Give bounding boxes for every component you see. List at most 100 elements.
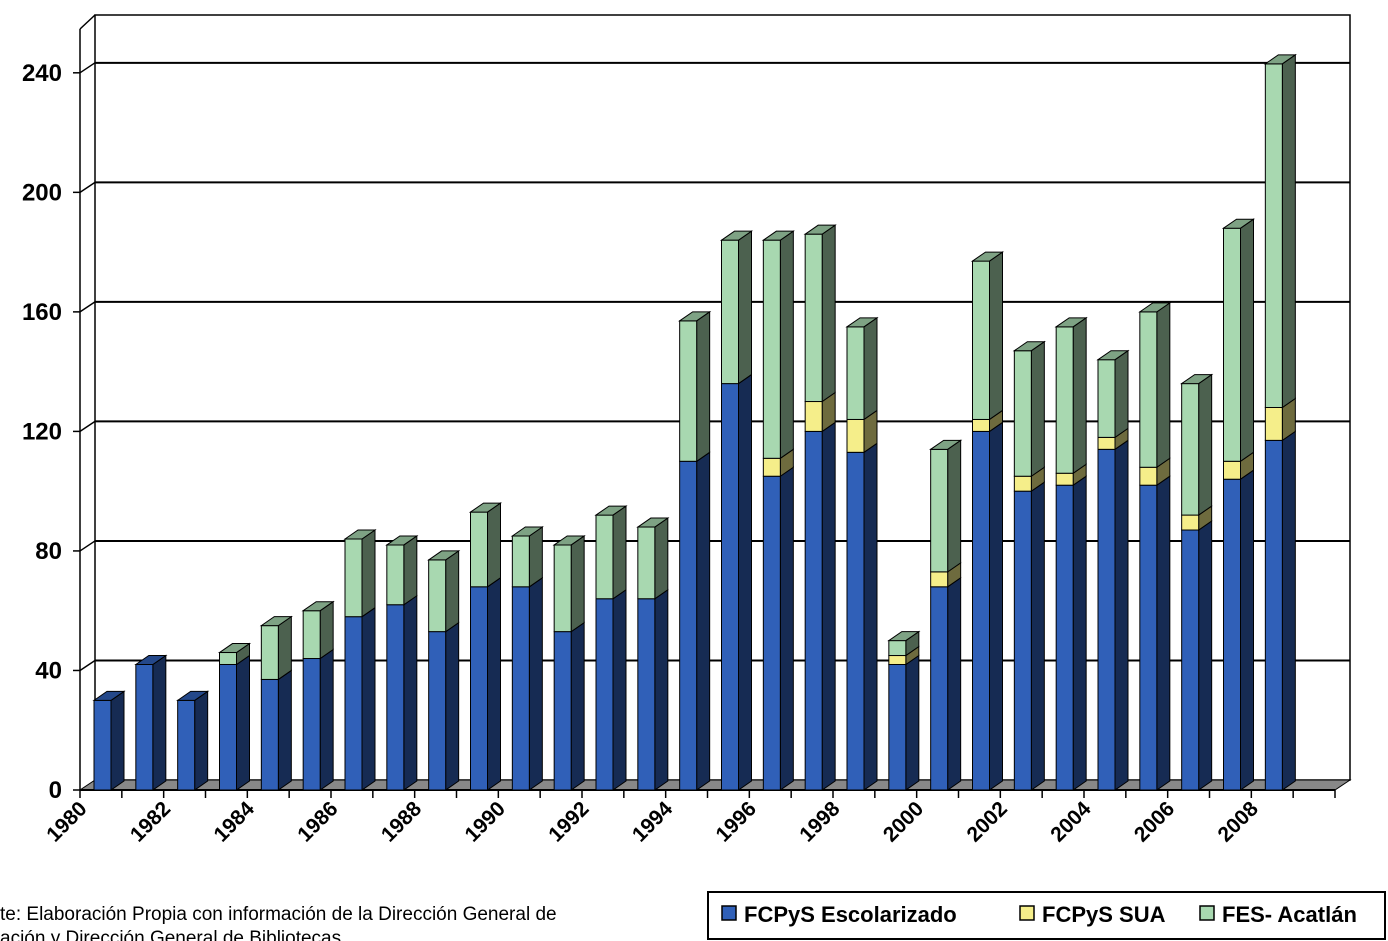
x-tick-label: 1982 bbox=[126, 797, 175, 846]
bar bbox=[637, 598, 656, 791]
bar-side bbox=[528, 576, 543, 791]
bar bbox=[846, 326, 865, 420]
bar-side bbox=[1240, 469, 1254, 791]
bar bbox=[1181, 383, 1200, 516]
bar-side bbox=[1114, 439, 1129, 791]
bar-side bbox=[1281, 430, 1296, 791]
bar-top bbox=[1180, 374, 1214, 385]
bar bbox=[888, 663, 907, 791]
left-wall-edge bbox=[79, 14, 96, 30]
grid-line bbox=[79, 181, 96, 193]
y-tick-label: 0 bbox=[49, 777, 62, 804]
bar-top bbox=[92, 690, 126, 701]
bar-side bbox=[403, 535, 418, 606]
bar bbox=[93, 699, 112, 791]
bar-side bbox=[905, 654, 920, 791]
bar-side bbox=[1114, 349, 1129, 439]
bar bbox=[1139, 484, 1158, 791]
legend-label: FES- Acatlán bbox=[1222, 902, 1357, 927]
bar-top bbox=[427, 550, 461, 561]
grid-line bbox=[79, 420, 96, 433]
bar-top bbox=[929, 439, 963, 450]
legend-swatch bbox=[1019, 905, 1035, 921]
bar-side bbox=[1072, 316, 1087, 475]
bar bbox=[177, 699, 196, 791]
bar bbox=[511, 535, 530, 588]
bar bbox=[553, 631, 572, 791]
x-tick-label: 2006 bbox=[1130, 797, 1179, 846]
bar-top bbox=[678, 311, 712, 322]
x-tick-label: 1990 bbox=[461, 797, 510, 846]
bar bbox=[679, 460, 698, 791]
x-tick-label: 2004 bbox=[1046, 797, 1096, 847]
bar-side bbox=[989, 421, 1003, 791]
bar bbox=[804, 233, 823, 403]
bar bbox=[1139, 466, 1158, 486]
bar-top bbox=[1054, 317, 1088, 328]
bar bbox=[1139, 311, 1158, 468]
x-tick-label: 1986 bbox=[293, 797, 342, 846]
bar-top bbox=[176, 690, 210, 701]
bar bbox=[804, 401, 823, 432]
bar-side bbox=[654, 588, 669, 791]
bar bbox=[1223, 460, 1241, 480]
bar-top bbox=[134, 654, 168, 665]
y-tick-label: 160 bbox=[22, 299, 62, 326]
x-tick-label: 1998 bbox=[795, 797, 845, 847]
bar-top bbox=[887, 631, 921, 642]
bar-side bbox=[445, 621, 460, 791]
x-tick-label: 1996 bbox=[712, 797, 761, 846]
grid-line bbox=[79, 659, 96, 672]
y-tick-label: 120 bbox=[22, 418, 62, 445]
bar bbox=[804, 430, 823, 791]
bar bbox=[1055, 484, 1074, 791]
bar-side bbox=[1281, 53, 1296, 409]
bar bbox=[1013, 490, 1032, 791]
bar-side bbox=[319, 600, 334, 660]
x-tick-label: 1994 bbox=[628, 797, 678, 847]
bar-side bbox=[738, 230, 752, 385]
bar-side bbox=[1156, 301, 1171, 469]
bar-side bbox=[361, 529, 376, 618]
bar bbox=[1055, 326, 1074, 474]
bar bbox=[846, 418, 865, 453]
x-tick-label: 1992 bbox=[544, 797, 593, 846]
bar bbox=[1181, 514, 1200, 531]
source-note: ación y Dirección General de Bibliotecas bbox=[0, 928, 341, 941]
bar-side bbox=[1072, 475, 1087, 791]
bar bbox=[595, 514, 614, 600]
bar bbox=[386, 544, 405, 606]
bar bbox=[846, 451, 865, 791]
bar bbox=[1013, 350, 1032, 477]
bar bbox=[428, 559, 447, 633]
bar bbox=[302, 658, 321, 791]
bar-top bbox=[259, 616, 293, 627]
bar-side bbox=[487, 502, 501, 588]
bar-top bbox=[761, 230, 795, 241]
bar-side bbox=[821, 421, 836, 791]
bar-side bbox=[403, 594, 418, 791]
bar-top bbox=[468, 502, 503, 513]
bar-side bbox=[487, 576, 501, 791]
bar-side bbox=[612, 588, 627, 791]
y-tick-label: 80 bbox=[35, 538, 62, 565]
bar bbox=[1264, 63, 1283, 408]
bar-side bbox=[863, 316, 878, 421]
bar-side bbox=[1198, 520, 1213, 791]
bar bbox=[972, 418, 990, 432]
bar-side bbox=[1030, 340, 1045, 478]
bar bbox=[595, 598, 614, 791]
bar-top bbox=[719, 230, 754, 241]
bar bbox=[637, 526, 656, 600]
bar bbox=[972, 260, 990, 420]
bar-side bbox=[277, 669, 292, 791]
bar bbox=[930, 448, 949, 573]
bar-top bbox=[1221, 218, 1256, 229]
bar bbox=[386, 604, 405, 791]
bar-side bbox=[738, 373, 752, 791]
bar-side bbox=[1156, 475, 1171, 791]
legend-swatch bbox=[721, 905, 737, 921]
grid-line bbox=[79, 301, 96, 313]
bar-top bbox=[803, 224, 837, 235]
